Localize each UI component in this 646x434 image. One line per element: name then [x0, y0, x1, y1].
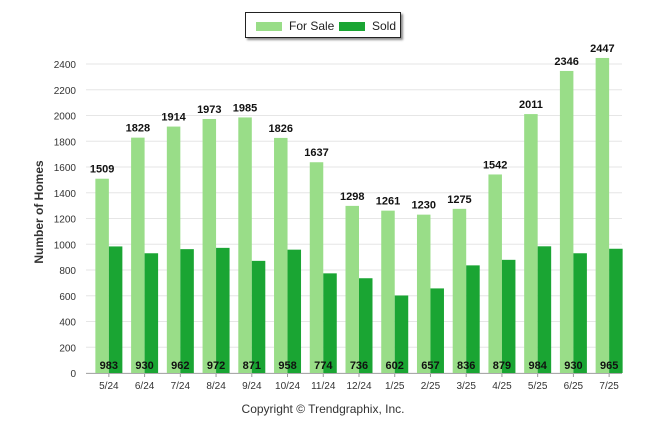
data-label-sold-10/24: 958: [278, 360, 296, 372]
bar-for-sale-10/24: [274, 137, 288, 373]
bar-for-sale-5/25: [524, 114, 538, 374]
y-tick-label-1200: 1200: [54, 215, 77, 226]
data-label-for-sale-3/25: 1275: [447, 194, 471, 206]
bar-sold-12/24: [359, 278, 373, 373]
y-axis-label: Number of Homes: [32, 160, 46, 264]
data-label-sold-3/25: 836: [457, 360, 475, 372]
data-label-for-sale-8/24: 1973: [197, 104, 221, 116]
legend-swatch-for-sale: [256, 21, 282, 31]
x-tick-label-6/25: 6/25: [564, 381, 584, 392]
data-label-for-sale-4/25: 1542: [483, 159, 507, 171]
y-tick-label-2200: 2200: [54, 86, 77, 97]
x-tick-label-9/24: 9/24: [242, 381, 262, 392]
chart-legend: For Sale Sold: [245, 12, 401, 38]
x-tick-label-12/24: 12/24: [346, 381, 371, 392]
bar-sold-3/25: [466, 265, 480, 373]
bar-for-sale-1/25: [381, 210, 395, 373]
data-label-for-sale-12/24: 1298: [340, 191, 364, 203]
y-tick-label-0: 0: [70, 369, 76, 380]
bar-for-sale-2/25: [416, 214, 431, 373]
data-label-sold-6/24: 930: [135, 360, 153, 372]
bar-for-sale-8/24: [202, 118, 217, 373]
x-tick-label-7/25: 7/25: [599, 381, 619, 392]
y-tick-label-200: 200: [59, 343, 76, 354]
data-label-sold-5/24: 983: [100, 360, 118, 372]
bar-sold-7/25: [609, 248, 623, 373]
data-label-sold-5/25: 984: [528, 360, 547, 372]
x-tick-label-5/24: 5/24: [99, 381, 119, 392]
data-label-for-sale-10/24: 1826: [269, 123, 293, 135]
data-label-sold-7/25: 965: [600, 360, 618, 372]
y-tick-label-1600: 1600: [54, 163, 77, 174]
bar-sold-4/25: [501, 259, 516, 373]
x-tick-label-5/25: 5/25: [528, 381, 548, 392]
bar-sold-1/25: [394, 295, 409, 373]
bar-for-sale-6/25: [559, 70, 574, 373]
data-label-sold-4/25: 879: [493, 360, 511, 372]
bar-for-sale-7/24: [166, 126, 181, 373]
x-tick-label-1/25: 1/25: [385, 381, 405, 392]
bar-for-sale-6/24: [131, 137, 145, 373]
data-label-for-sale-11/24: 1637: [304, 147, 328, 159]
y-tick-label-800: 800: [59, 266, 76, 277]
x-tick-label-4/25: 4/25: [492, 381, 512, 392]
bar-sold-6/24: [144, 253, 159, 373]
bar-for-sale-11/24: [309, 162, 324, 373]
x-tick-label-7/24: 7/24: [171, 381, 191, 392]
y-tick-label-400: 400: [59, 318, 76, 329]
data-label-sold-8/24: 972: [207, 360, 225, 372]
bar-sold-10/24: [287, 249, 302, 373]
bar-for-sale-5/24: [95, 178, 109, 373]
x-tick-label-8/24: 8/24: [206, 381, 226, 392]
y-tick-label-1400: 1400: [54, 189, 77, 200]
bar-sold-8/24: [216, 247, 230, 373]
x-tick-label-11/24: 11/24: [311, 381, 336, 392]
legend-item-for-sale: For Sale: [256, 19, 334, 33]
legend-item-sold: Sold: [339, 19, 396, 33]
bar-sold-6/25: [573, 253, 587, 373]
bar-sold-5/25: [537, 246, 552, 373]
data-label-sold-1/25: 602: [386, 360, 404, 372]
y-tick-label-2400: 2400: [54, 60, 77, 71]
bar-sold-5/24: [108, 246, 123, 373]
copyright-text: Copyright © Trendgraphix, Inc.: [241, 402, 405, 416]
x-tick-label-10/24: 10/24: [275, 381, 300, 392]
data-label-for-sale-5/24: 1509: [90, 164, 114, 176]
bar-sold-11/24: [323, 273, 337, 373]
bar-sold-2/25: [430, 288, 444, 373]
legend-label-for-sale: For Sale: [289, 19, 335, 33]
bar-for-sale-9/24: [238, 117, 252, 374]
bar-for-sale-12/24: [345, 205, 359, 373]
bar-for-sale-7/25: [595, 57, 610, 373]
y-tick-label-1000: 1000: [54, 240, 77, 251]
y-tick-label-2000: 2000: [54, 112, 77, 123]
data-label-sold-6/25: 930: [564, 360, 582, 372]
y-tick-label-600: 600: [59, 292, 76, 303]
data-label-for-sale-6/25: 2346: [554, 56, 578, 68]
legend-label-sold: Sold: [372, 19, 397, 33]
data-label-sold-9/24: 871: [243, 360, 261, 372]
bar-for-sale-4/25: [488, 174, 502, 373]
y-tick-label-1800: 1800: [54, 137, 77, 148]
data-label-sold-11/24: 774: [314, 360, 333, 372]
bar-sold-9/24: [251, 260, 266, 373]
data-label-for-sale-7/24: 1914: [161, 112, 186, 124]
data-label-sold-2/25: 657: [421, 360, 439, 372]
data-label-for-sale-6/24: 1828: [126, 123, 150, 135]
data-label-for-sale-2/25: 1230: [411, 200, 435, 212]
x-tick-label-3/25: 3/25: [456, 381, 476, 392]
data-label-for-sale-7/25: 2447: [590, 43, 614, 55]
data-label-sold-7/24: 962: [171, 360, 189, 372]
bar-for-sale-3/25: [452, 208, 467, 373]
x-tick-label-6/24: 6/24: [135, 381, 155, 392]
data-label-sold-12/24: 736: [350, 360, 368, 372]
x-tick-label-2/25: 2/25: [421, 381, 441, 392]
bar-sold-7/24: [180, 249, 194, 373]
data-label-for-sale-9/24: 1985: [233, 102, 257, 114]
legend-swatch-sold: [339, 21, 365, 31]
data-label-for-sale-5/25: 2011: [519, 99, 543, 111]
data-label-for-sale-1/25: 1261: [376, 196, 400, 208]
